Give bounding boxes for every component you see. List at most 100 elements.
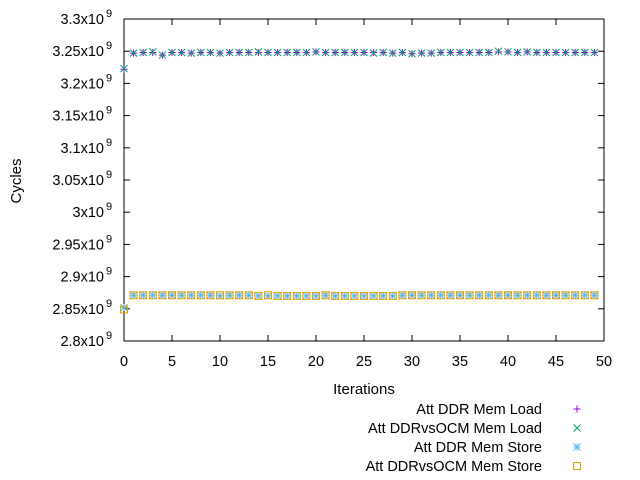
- data-point: [369, 292, 378, 300]
- data-point: [216, 292, 224, 300]
- data-point: [187, 291, 196, 300]
- data-point: [283, 48, 292, 57]
- y-tick-exponent: 9: [106, 233, 112, 245]
- data-point: [158, 51, 167, 59]
- data-point: [244, 291, 253, 300]
- data-point: [532, 291, 541, 300]
- y-tick-label: 3.2x10: [60, 76, 104, 92]
- data-point: [427, 291, 436, 300]
- data-point: [580, 291, 589, 300]
- data-point: [456, 291, 464, 300]
- data-point: [465, 48, 474, 57]
- data-point: [417, 291, 426, 300]
- data-point: [542, 48, 551, 57]
- data-point: [273, 292, 282, 300]
- data-point: [379, 292, 388, 300]
- x-tick-label: 25: [356, 354, 372, 370]
- data-point: [561, 48, 570, 57]
- y-tick-label: 2.95x10: [52, 237, 104, 253]
- x-tick-label: 40: [500, 354, 516, 370]
- data-point: [360, 292, 368, 300]
- data-point: [177, 291, 186, 300]
- series-3-points: [120, 291, 599, 312]
- data-point: [398, 291, 407, 300]
- data-point: [494, 291, 503, 300]
- data-point: [552, 291, 560, 300]
- data-point: [504, 47, 512, 56]
- data-point: [542, 291, 551, 300]
- data-point: [187, 49, 196, 57]
- data-point: [436, 48, 445, 57]
- data-point: [571, 291, 580, 300]
- x-tick-label: 15: [260, 354, 276, 370]
- data-point: [331, 48, 340, 57]
- data-point: [388, 49, 397, 57]
- data-point: [475, 291, 484, 300]
- data-point: [571, 48, 580, 57]
- data-point: [139, 291, 148, 300]
- x-tick-label: 50: [596, 354, 612, 370]
- data-point: [580, 48, 589, 57]
- y-tick-label: 2.8x10: [60, 334, 104, 350]
- data-point: [177, 48, 186, 57]
- data-point: [350, 48, 359, 57]
- data-point: [273, 291, 282, 300]
- data-point: [552, 48, 560, 57]
- data-point: [580, 291, 589, 300]
- data-point: [484, 291, 493, 300]
- data-point: [408, 49, 416, 58]
- data-point: [408, 291, 416, 300]
- x-tick-label: 0: [120, 354, 128, 370]
- y-tick-exponent: 9: [106, 72, 112, 84]
- data-point: [225, 291, 234, 300]
- data-point: [302, 292, 311, 300]
- data-point: [475, 48, 484, 57]
- y-tick-exponent: 9: [106, 201, 112, 213]
- data-point: [340, 291, 349, 300]
- data-point: [148, 291, 157, 300]
- y-tick-exponent: 9: [106, 40, 112, 52]
- data-point: [225, 48, 234, 57]
- data-point: [446, 291, 455, 300]
- data-point: [513, 291, 522, 300]
- data-point: [561, 291, 570, 300]
- y-tick-label: 2.9x10: [60, 270, 104, 286]
- series-2-points: [120, 47, 599, 73]
- y-tick-exponent: 9: [106, 8, 112, 20]
- data-point: [254, 292, 263, 300]
- y-tick-label: 3.1x10: [60, 141, 104, 157]
- data-point: [446, 291, 455, 300]
- data-point: [158, 291, 167, 300]
- x-tick-label: 30: [404, 354, 420, 370]
- data-points: [120, 47, 599, 314]
- data-point: [446, 48, 455, 57]
- data-point: [206, 291, 215, 300]
- x-tick-label: 5: [168, 354, 176, 370]
- legend-label: Att DDR Mem Store: [414, 440, 542, 456]
- data-point: [177, 291, 186, 300]
- data-point: [494, 47, 503, 56]
- data-point: [302, 291, 311, 300]
- x-tick-label: 10: [212, 354, 228, 370]
- x-axis-ticks: 0 5 10 15 20 25 30 35 40 45 50: [120, 19, 612, 370]
- data-point: [254, 47, 263, 56]
- data-point: [523, 47, 532, 56]
- data-point: [590, 291, 599, 300]
- x-tick-label: 20: [308, 354, 324, 370]
- y-tick-exponent: 9: [106, 105, 112, 117]
- y-tick-label: 3.25x10: [52, 44, 104, 60]
- data-point: [129, 291, 138, 300]
- legend-marker: [573, 443, 581, 451]
- data-point: [360, 291, 368, 300]
- data-point: [225, 291, 234, 300]
- data-point: [120, 305, 128, 314]
- y-tick-exponent: 9: [106, 330, 112, 342]
- y-tick-label: 3.05x10: [52, 173, 104, 189]
- data-point: [398, 291, 407, 300]
- data-point: [408, 291, 416, 300]
- data-point: [350, 291, 359, 300]
- data-point: [465, 291, 474, 300]
